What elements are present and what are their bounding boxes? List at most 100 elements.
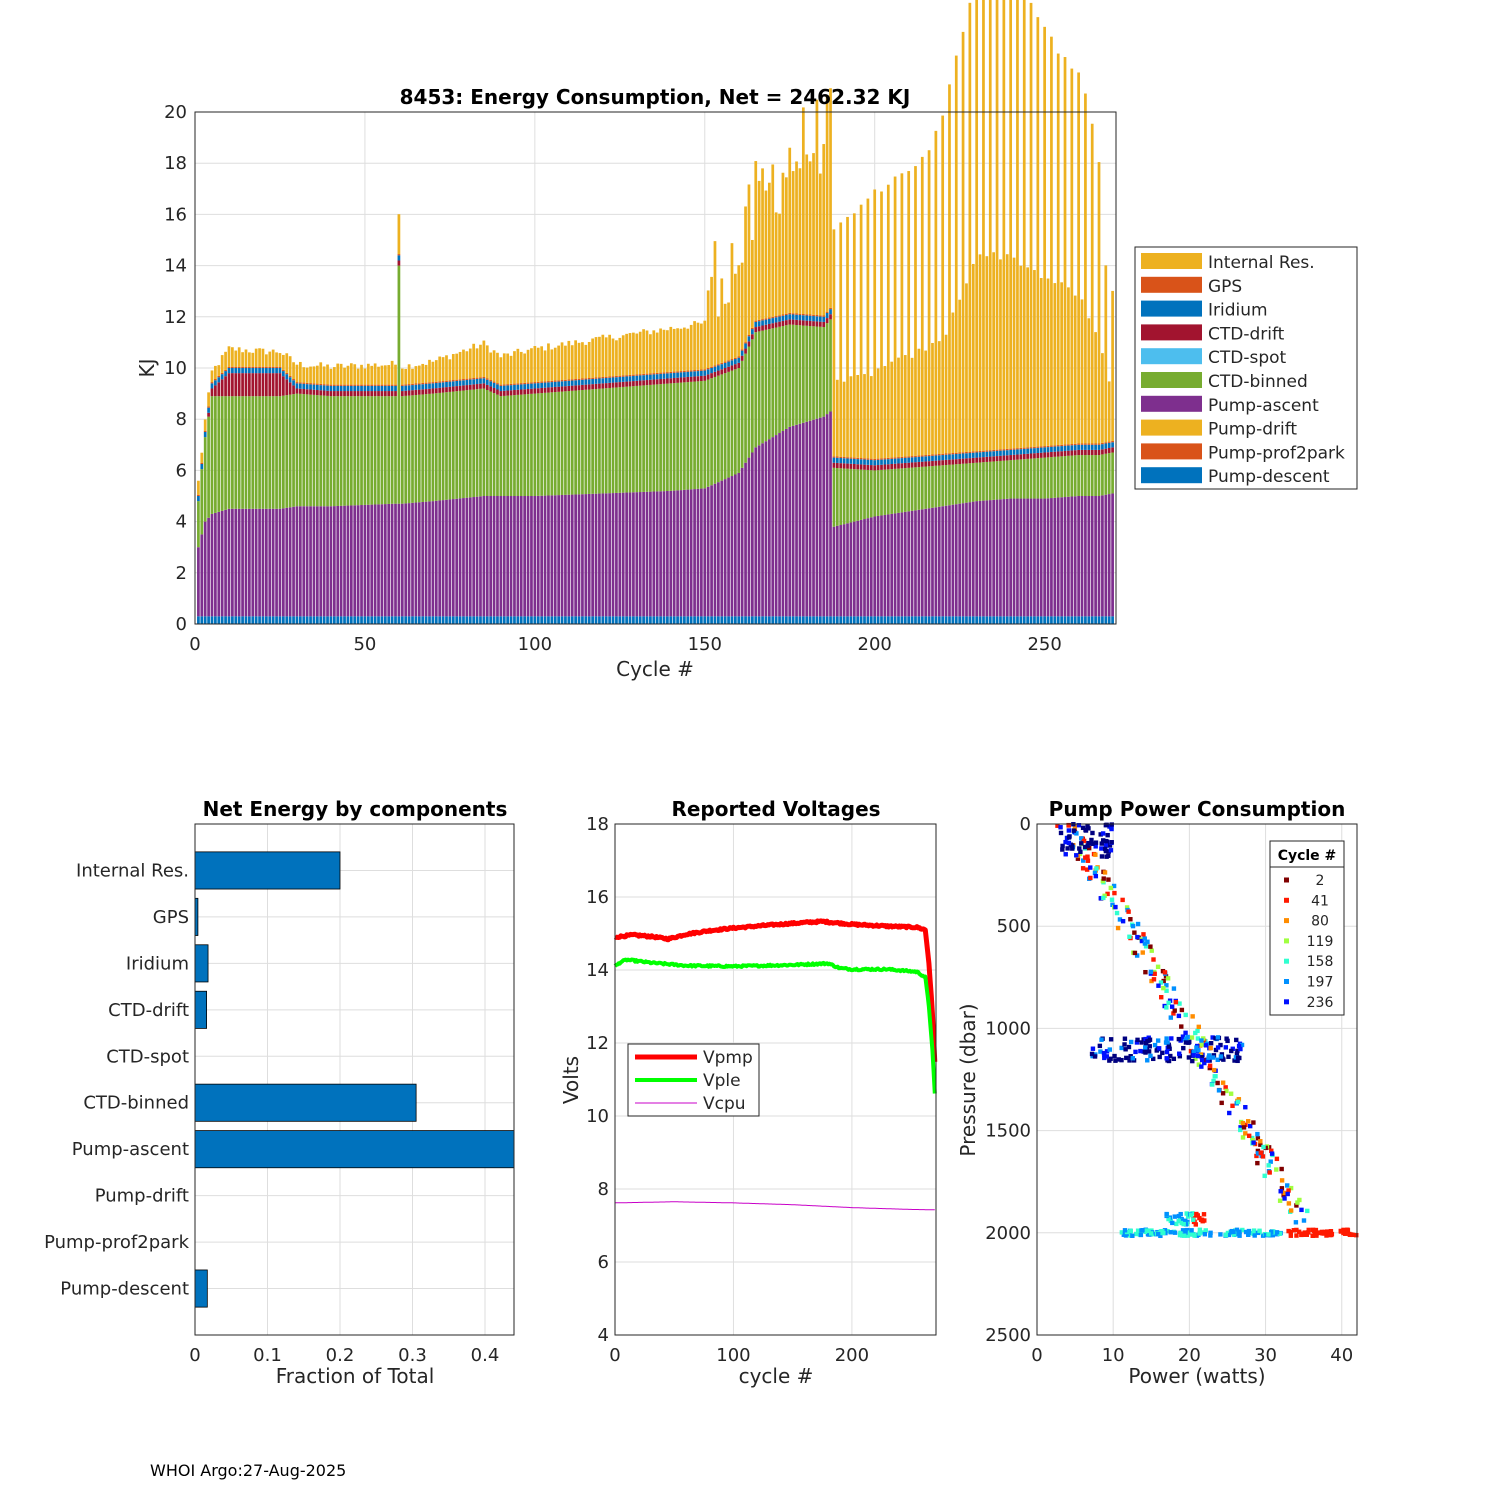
energy-bar-segment-iridium <box>683 372 686 378</box>
energy-bar-segment-iridium <box>628 376 632 382</box>
energy-bar-segment-internal-res <box>441 357 445 382</box>
energy-bar-segment-iridium <box>812 316 815 322</box>
energy-bar-segment-iridium <box>703 370 707 376</box>
energy-bar-segment-pump-descent <box>852 616 856 624</box>
energy-bar-segment-pump-ascent <box>1060 497 1063 617</box>
energy-bar-segment-pump-ascent <box>944 505 948 617</box>
energy-bar-segment-iridium <box>1009 449 1013 456</box>
pump-power-point <box>1246 1119 1251 1124</box>
energy-bar-segment-gps <box>829 307 832 310</box>
energy-bar-segment-iridium <box>880 459 883 465</box>
energy-bar-segment-ctd-binned <box>907 467 911 512</box>
energy-bar-segment-ctd-binned <box>210 396 214 514</box>
pump-power-point <box>1258 1150 1264 1155</box>
pump-power-point <box>1115 925 1121 931</box>
energy-bar-segment-gps <box>366 384 370 386</box>
energy-bar-segment-pump-descent <box>448 616 452 624</box>
energy-bar-segment-pump-ascent <box>866 518 870 617</box>
pump-power-point <box>1185 1034 1190 1040</box>
energy-bar-segment-pump-descent <box>241 616 244 624</box>
pump-power-point <box>1189 1228 1194 1233</box>
energy-bar-segment-gps <box>893 457 897 459</box>
pump-power-point <box>1258 1142 1263 1147</box>
energy-bar-segment-iridium <box>363 385 367 392</box>
energy-bar-segment-ctd-binned <box>315 395 319 507</box>
energy-bar-segment-pump-ascent <box>808 420 812 617</box>
energy-bar-segment-ctd-drift <box>632 381 635 387</box>
pump-power-point <box>1116 1057 1121 1062</box>
energy-bar-segment-internal-res <box>693 321 696 371</box>
pump-power-point <box>1257 1228 1262 1233</box>
energy-bar-segment-ctd-drift <box>934 460 938 466</box>
energy-bar-segment-internal-res <box>975 0 979 452</box>
energy-bar-segment-gps <box>298 382 302 384</box>
energy-bar-segment-ctd-binned <box>248 396 251 509</box>
energy-bar-segment-internal-res <box>920 156 924 456</box>
energy-bar-segment-gps <box>982 450 985 452</box>
pump-power-point <box>1197 1227 1203 1232</box>
energy-bar-segment-iridium <box>302 383 306 389</box>
energy-bar-segment-pump-descent <box>530 616 533 624</box>
energy-bar-segment-ctd-drift <box>795 319 798 325</box>
energy-bar-segment-pump-descent <box>305 616 309 624</box>
energy-bar-segment-pump-ascent <box>795 424 798 617</box>
energy-bar-segment-pump-ascent <box>615 492 618 617</box>
energy-bar-segment-internal-res <box>329 368 333 385</box>
energy-bar-segment-gps <box>1090 443 1094 445</box>
energy-bar-segment-ctd-binned <box>767 329 771 440</box>
energy-bar-segment-internal-res <box>380 365 384 385</box>
energy-bar-segment-iridium <box>1056 446 1060 452</box>
energy-bar-segment-pump-ascent <box>553 495 557 617</box>
energy-bar-segment-iridium <box>734 359 737 365</box>
energy-bar-segment-internal-res <box>659 328 662 373</box>
energy-bar-segment-ctd-drift <box>859 464 863 470</box>
energy-bar-segment-iridium <box>200 464 204 470</box>
pump-power-point <box>1151 1056 1156 1062</box>
energy-bar-segment-iridium <box>995 450 999 457</box>
energy-bar-segment-pump-descent <box>1033 616 1036 624</box>
pump-power-point <box>1249 1230 1255 1236</box>
energy-bar-segment-pump-ascent <box>666 491 669 617</box>
energy-bar-segment-iridium <box>761 320 764 326</box>
energy-bar-segment-iridium <box>564 381 567 387</box>
pump-power-point <box>1143 969 1148 975</box>
energy-bar-segment-gps <box>241 366 244 368</box>
pump-power-point <box>1341 1227 1346 1233</box>
energy-bar-segment-pump-ascent <box>329 506 333 617</box>
energy-bar-segment-ctd-drift <box>496 389 499 395</box>
energy-bar-segment-internal-res <box>683 327 686 371</box>
energy-bar-segment-pump-descent <box>985 616 989 624</box>
energy-bar-segment-gps <box>479 377 482 379</box>
energy-bar-segment-internal-res <box>927 150 931 455</box>
energy-bar-segment-pump-ascent <box>706 486 710 617</box>
energy-bar-segment-internal-res <box>737 265 741 357</box>
pump-power-frame <box>1036 823 1358 1336</box>
energy-bar-segment-internal-res <box>203 419 207 431</box>
pump-power-point <box>1102 1055 1107 1061</box>
energy-bar-segment-gps <box>958 452 962 454</box>
energy-xtick-label: 200 <box>858 634 892 655</box>
pump-power-point <box>1263 1145 1268 1151</box>
energy-bar-segment-ctd-binned <box>1090 455 1094 496</box>
energy-bar-segment-gps <box>346 384 350 386</box>
energy-bar-segment-iridium <box>788 314 792 320</box>
energy-bar-segment-gps <box>985 450 989 452</box>
energy-legend-swatch <box>1141 467 1202 484</box>
pump-power-point <box>1157 1054 1162 1060</box>
energy-bar-segment-internal-res <box>288 356 292 376</box>
energy-bar-segment-ctd-drift <box>812 321 815 327</box>
energy-bar-segment-iridium <box>373 385 377 392</box>
energy-bar-segment-ctd-binned <box>869 470 873 518</box>
energy-bar-segment-ctd-drift <box>465 385 469 391</box>
pump-power-point <box>1103 848 1109 854</box>
energy-bar-segment-pump-descent <box>914 616 917 624</box>
net-energy-category-label: Pump-drift <box>95 1186 189 1207</box>
energy-bar-segment-internal-res <box>961 31 965 453</box>
energy-bar-segment-ctd-binned <box>856 469 860 521</box>
energy-bar-segment-pump-descent <box>543 616 547 624</box>
energy-bar-segment-pump-descent <box>380 616 384 624</box>
energy-bar-segment-internal-res <box>231 347 234 367</box>
pump-power-ytick-label: 2500 <box>985 1325 1031 1346</box>
energy-bar-segment-internal-res <box>829 88 832 308</box>
energy-bar-segment-ctd-drift <box>968 458 972 464</box>
